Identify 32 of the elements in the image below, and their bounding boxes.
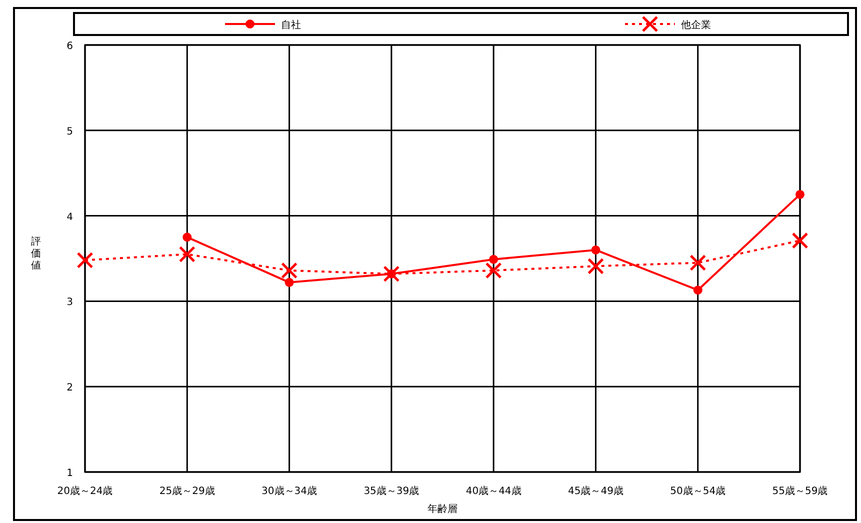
point <box>281 262 298 279</box>
x-axis-title: 年齢層 <box>428 503 458 515</box>
x-tick-label: 30歳～34歳 <box>262 485 318 497</box>
point <box>591 245 600 254</box>
point <box>693 286 702 295</box>
point <box>489 254 498 264</box>
point <box>796 190 804 199</box>
y-tick-label: 1 <box>66 468 73 479</box>
x-tick-label: 55歳～59歳 <box>772 485 828 497</box>
x-tick-label: 45歳～49歳 <box>568 485 624 497</box>
y-tick-label: 2 <box>66 382 73 394</box>
point <box>182 232 192 242</box>
x-tick-label: 20歳～24歳 <box>57 485 113 497</box>
legend-label: 他企業 <box>681 19 711 31</box>
point <box>76 252 94 268</box>
plot: 1 2 3 4 5 6 20歳～24歳 25歳～29歳 30歳～34歳 35歳～39歳 40歳～44歳 45歳～49歳 50歳～54歳 55歳～59歳 <box>57 41 828 497</box>
x-tick-label: 25歳～29歳 <box>159 485 215 497</box>
point <box>485 262 502 279</box>
x-tick-label: 40歳～44歳 <box>466 485 522 497</box>
y-tick-label: 5 <box>66 126 73 138</box>
y-axis-title: 評価値 <box>31 236 41 272</box>
y-tick-label: 6 <box>66 41 73 52</box>
x-tick-label: 35歳～39歳 <box>364 485 420 497</box>
point <box>792 232 808 249</box>
y-tick-label: 4 <box>66 212 73 223</box>
y-tick-label: 3 <box>66 297 73 308</box>
x-tick-label: 50歳～54歳 <box>670 485 726 497</box>
legend-label: 自社 <box>281 19 301 31</box>
point <box>587 258 604 274</box>
point <box>178 246 196 262</box>
point <box>284 278 294 287</box>
point <box>690 254 706 272</box>
